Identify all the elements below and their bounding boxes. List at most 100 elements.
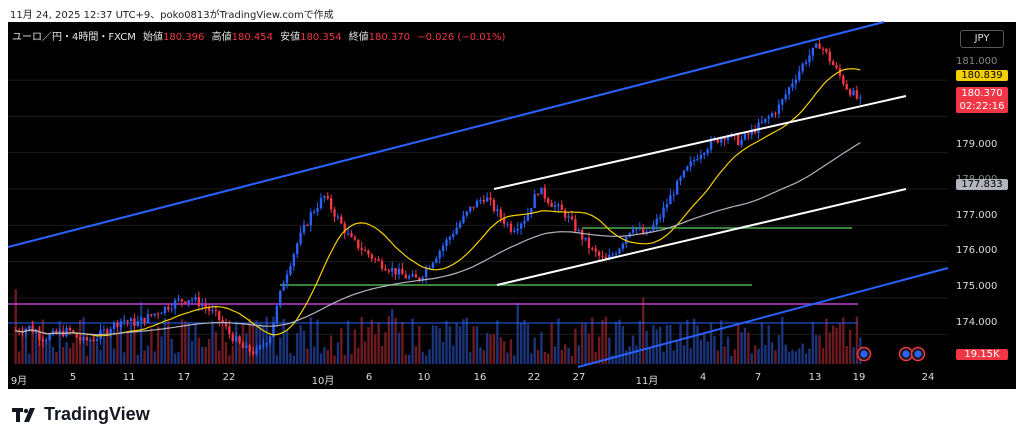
candle-body [401, 268, 404, 275]
volume-bar [309, 317, 312, 364]
candle-body [472, 206, 475, 208]
candle-body [296, 243, 299, 255]
volume-bar [669, 324, 672, 364]
candle-body [848, 89, 852, 96]
volume-bar [285, 329, 289, 364]
candle-body [109, 329, 112, 334]
volume-bar [675, 340, 679, 364]
volume-bar [482, 350, 485, 364]
candle-body [92, 339, 95, 341]
tradingview-logo[interactable]: TradingView [12, 404, 150, 425]
candle-body [794, 79, 798, 84]
volume-bar [391, 308, 394, 364]
candle-body [499, 209, 502, 218]
candle-body [638, 228, 642, 230]
volume-bar [184, 321, 187, 364]
volume-bar [845, 346, 848, 364]
volume-bar [126, 330, 129, 364]
candle-body [804, 62, 808, 64]
volume-bar [601, 320, 604, 364]
volume-bar [72, 342, 75, 364]
volume-bar [275, 355, 279, 364]
candle-body [720, 138, 723, 143]
volume-bar [411, 318, 414, 364]
x-tick: 10月 [311, 376, 335, 387]
volume-bar [326, 349, 329, 364]
y-tick: 174.000 [956, 317, 998, 328]
candle-body [262, 344, 265, 346]
volume-bar [156, 326, 160, 364]
candle-body [445, 239, 448, 247]
candle-body [424, 268, 428, 278]
candle-body [211, 310, 214, 312]
volume-bar [781, 317, 784, 364]
volume-tag: 19.15K [956, 349, 1008, 360]
volume-bar [706, 341, 709, 364]
y-tick: 177.000 [956, 210, 998, 221]
volume-bar [852, 347, 855, 364]
volume-bar [313, 346, 316, 364]
candle-body [550, 203, 553, 207]
candle-body [831, 61, 835, 66]
candle-body [842, 75, 845, 85]
candle-body [21, 332, 24, 334]
low-label: 安値 [280, 32, 301, 43]
x-tick: 27 [572, 372, 586, 383]
volume-bar [45, 342, 48, 364]
volume-bar [648, 346, 652, 364]
volume-bar [323, 347, 326, 364]
volume-bar [119, 318, 123, 364]
volume-bar [268, 335, 272, 364]
snapshot-note: 11月 24, 2025 12:37 UTC+9、poko0813がTradin… [10, 10, 334, 21]
volume-bar [479, 347, 482, 364]
candle-body [448, 236, 452, 240]
volume-bar [214, 331, 218, 364]
volume-bar [737, 322, 740, 364]
volume-bars [14, 289, 862, 364]
close-value: 180.370 [368, 32, 411, 43]
candle-body [655, 218, 658, 225]
candle-body [228, 326, 231, 334]
candle-body [72, 330, 75, 333]
volume-bar [316, 319, 319, 364]
volume-bar [496, 320, 499, 364]
candle-body [41, 339, 45, 342]
candle-body [268, 337, 272, 344]
symbol-legend[interactable]: ユーロ／円・4時間・FXCM 始値180.396 高値180.454 安値180… [12, 28, 505, 43]
candle-body [140, 317, 143, 322]
volume-bar [61, 347, 65, 364]
volume-bar [747, 332, 750, 364]
candle-body [377, 259, 380, 261]
close-label: 終値 [348, 32, 369, 43]
volume-bar [55, 351, 58, 364]
trend-line-white [493, 95, 907, 190]
volume-bar [672, 350, 675, 364]
volume-bar [204, 346, 207, 364]
candle-body [102, 329, 106, 331]
candle-body [58, 330, 61, 334]
volume-bar [48, 335, 51, 364]
candle-body [28, 325, 31, 329]
event-flag-icon-core [902, 350, 910, 358]
x-tick: 4 [699, 372, 707, 383]
candle-body [333, 209, 336, 217]
volume-bar [296, 332, 299, 364]
currency-button[interactable]: JPY [960, 30, 1004, 48]
x-tick: 22 [222, 372, 236, 383]
candle-body [45, 339, 48, 342]
volume-bar [234, 321, 238, 364]
candle-body [852, 90, 855, 96]
candle-body [241, 342, 245, 348]
event-flag-icon-core [914, 350, 922, 358]
time-axis[interactable] [8, 367, 1016, 389]
candle-body [787, 87, 791, 95]
candle-body [258, 345, 262, 349]
candle-body [557, 204, 560, 206]
volume-bar [838, 322, 842, 364]
candle-body [245, 345, 248, 348]
brand-name: TradingView [44, 404, 150, 424]
candle-body [306, 224, 309, 226]
candle-body [601, 255, 604, 257]
candle-body [513, 230, 516, 232]
candle-body [469, 206, 472, 212]
